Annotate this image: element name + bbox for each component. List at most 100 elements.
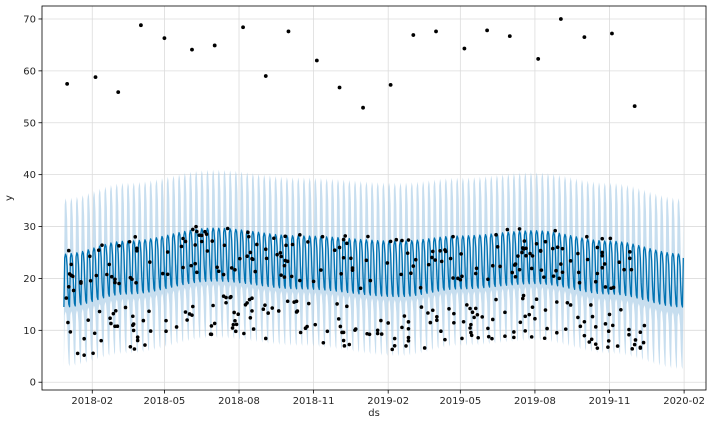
observed-point <box>248 250 253 255</box>
observed-point <box>576 251 580 256</box>
observed-point <box>133 235 138 239</box>
observed-point <box>524 253 528 258</box>
observed-point <box>161 271 165 276</box>
x-tick-label: 2019-05 <box>439 396 481 407</box>
observed-point <box>513 262 518 266</box>
observed-point <box>232 310 236 315</box>
observed-point <box>368 278 373 283</box>
observed-point <box>399 272 403 277</box>
observed-point <box>600 253 605 258</box>
observed-point <box>426 262 431 267</box>
observed-point <box>503 310 507 315</box>
observed-point <box>582 333 587 338</box>
observed-point <box>520 296 525 301</box>
observed-point <box>290 242 295 247</box>
observed-point <box>590 314 595 319</box>
observed-point <box>147 309 151 314</box>
observed-outlier-point <box>162 36 167 41</box>
observed-point <box>174 325 179 329</box>
observed-point <box>470 310 475 315</box>
observed-point <box>289 274 294 279</box>
observed-outlier-point <box>610 31 614 36</box>
observed-point <box>225 226 230 231</box>
observed-point <box>279 254 283 259</box>
observed-point <box>595 346 600 350</box>
observed-point <box>111 311 116 316</box>
observed-point <box>148 260 152 264</box>
observed-point <box>385 261 390 265</box>
observed-point <box>190 313 194 317</box>
observed-point <box>298 278 302 283</box>
observed-point <box>71 288 76 293</box>
observed-point <box>69 262 73 267</box>
observed-point <box>538 249 543 253</box>
observed-point <box>285 299 290 304</box>
observed-point <box>350 268 355 272</box>
observed-point <box>473 271 478 276</box>
observed-point <box>542 275 546 279</box>
observed-point <box>406 327 411 331</box>
observed-point <box>413 257 418 262</box>
observed-point <box>341 237 346 242</box>
observed-point <box>435 318 439 323</box>
y-tick-label: 0 <box>30 378 36 389</box>
x-axis: 2018-02 2018-05 2018-08 2018-11 2019-02 2019-… <box>71 390 705 407</box>
observed-point <box>606 339 611 343</box>
observed-point <box>577 280 582 285</box>
observed-point <box>627 256 632 261</box>
observed-point <box>430 249 435 254</box>
observed-point <box>221 272 226 277</box>
observed-outlier-point <box>582 35 587 40</box>
observed-point <box>553 228 557 233</box>
observed-point <box>563 327 568 331</box>
observed-point <box>469 330 473 335</box>
observed-point <box>555 330 559 335</box>
observed-point <box>193 243 198 247</box>
observed-point <box>459 252 463 256</box>
observed-point <box>306 240 310 244</box>
observed-point <box>132 347 137 351</box>
observed-point <box>392 343 397 348</box>
observed-point <box>364 258 369 263</box>
observed-point <box>495 245 500 249</box>
observed-point <box>568 303 573 307</box>
observed-point <box>554 268 558 273</box>
observed-point <box>405 251 410 255</box>
observed-point <box>386 321 390 325</box>
grid <box>42 6 706 390</box>
observed-point <box>503 334 507 338</box>
observed-point <box>468 326 472 330</box>
observed-point <box>233 329 238 334</box>
observed-outlier-point <box>388 82 393 87</box>
y-axis-label: y <box>4 195 15 201</box>
y-tick-label: 70 <box>23 14 36 25</box>
observed-point <box>609 286 613 291</box>
observed-point <box>402 314 407 318</box>
x-tick-label: 2020-02 <box>663 396 705 407</box>
observed-point <box>336 317 341 321</box>
observed-point <box>593 342 598 346</box>
observed-point <box>238 256 242 261</box>
observed-point <box>311 279 316 284</box>
observed-point <box>108 316 112 321</box>
observed-point <box>630 347 635 351</box>
observed-point <box>433 258 438 262</box>
observed-point <box>82 353 86 357</box>
observed-point <box>406 320 411 324</box>
observed-point <box>469 333 474 338</box>
observed-point <box>388 239 393 244</box>
observed-point <box>338 324 343 329</box>
observed-point <box>261 307 266 311</box>
observed-point <box>542 336 547 341</box>
observed-point <box>319 268 323 272</box>
observed-point <box>183 310 188 314</box>
observed-point <box>343 234 348 238</box>
observed-outlier-point <box>65 81 70 86</box>
observed-point <box>123 305 128 310</box>
observed-point <box>270 306 275 310</box>
observed-outlier-point <box>241 25 245 30</box>
observed-point <box>512 335 516 340</box>
observed-point <box>64 296 69 300</box>
observed-point <box>279 273 283 277</box>
observed-point <box>513 274 518 279</box>
